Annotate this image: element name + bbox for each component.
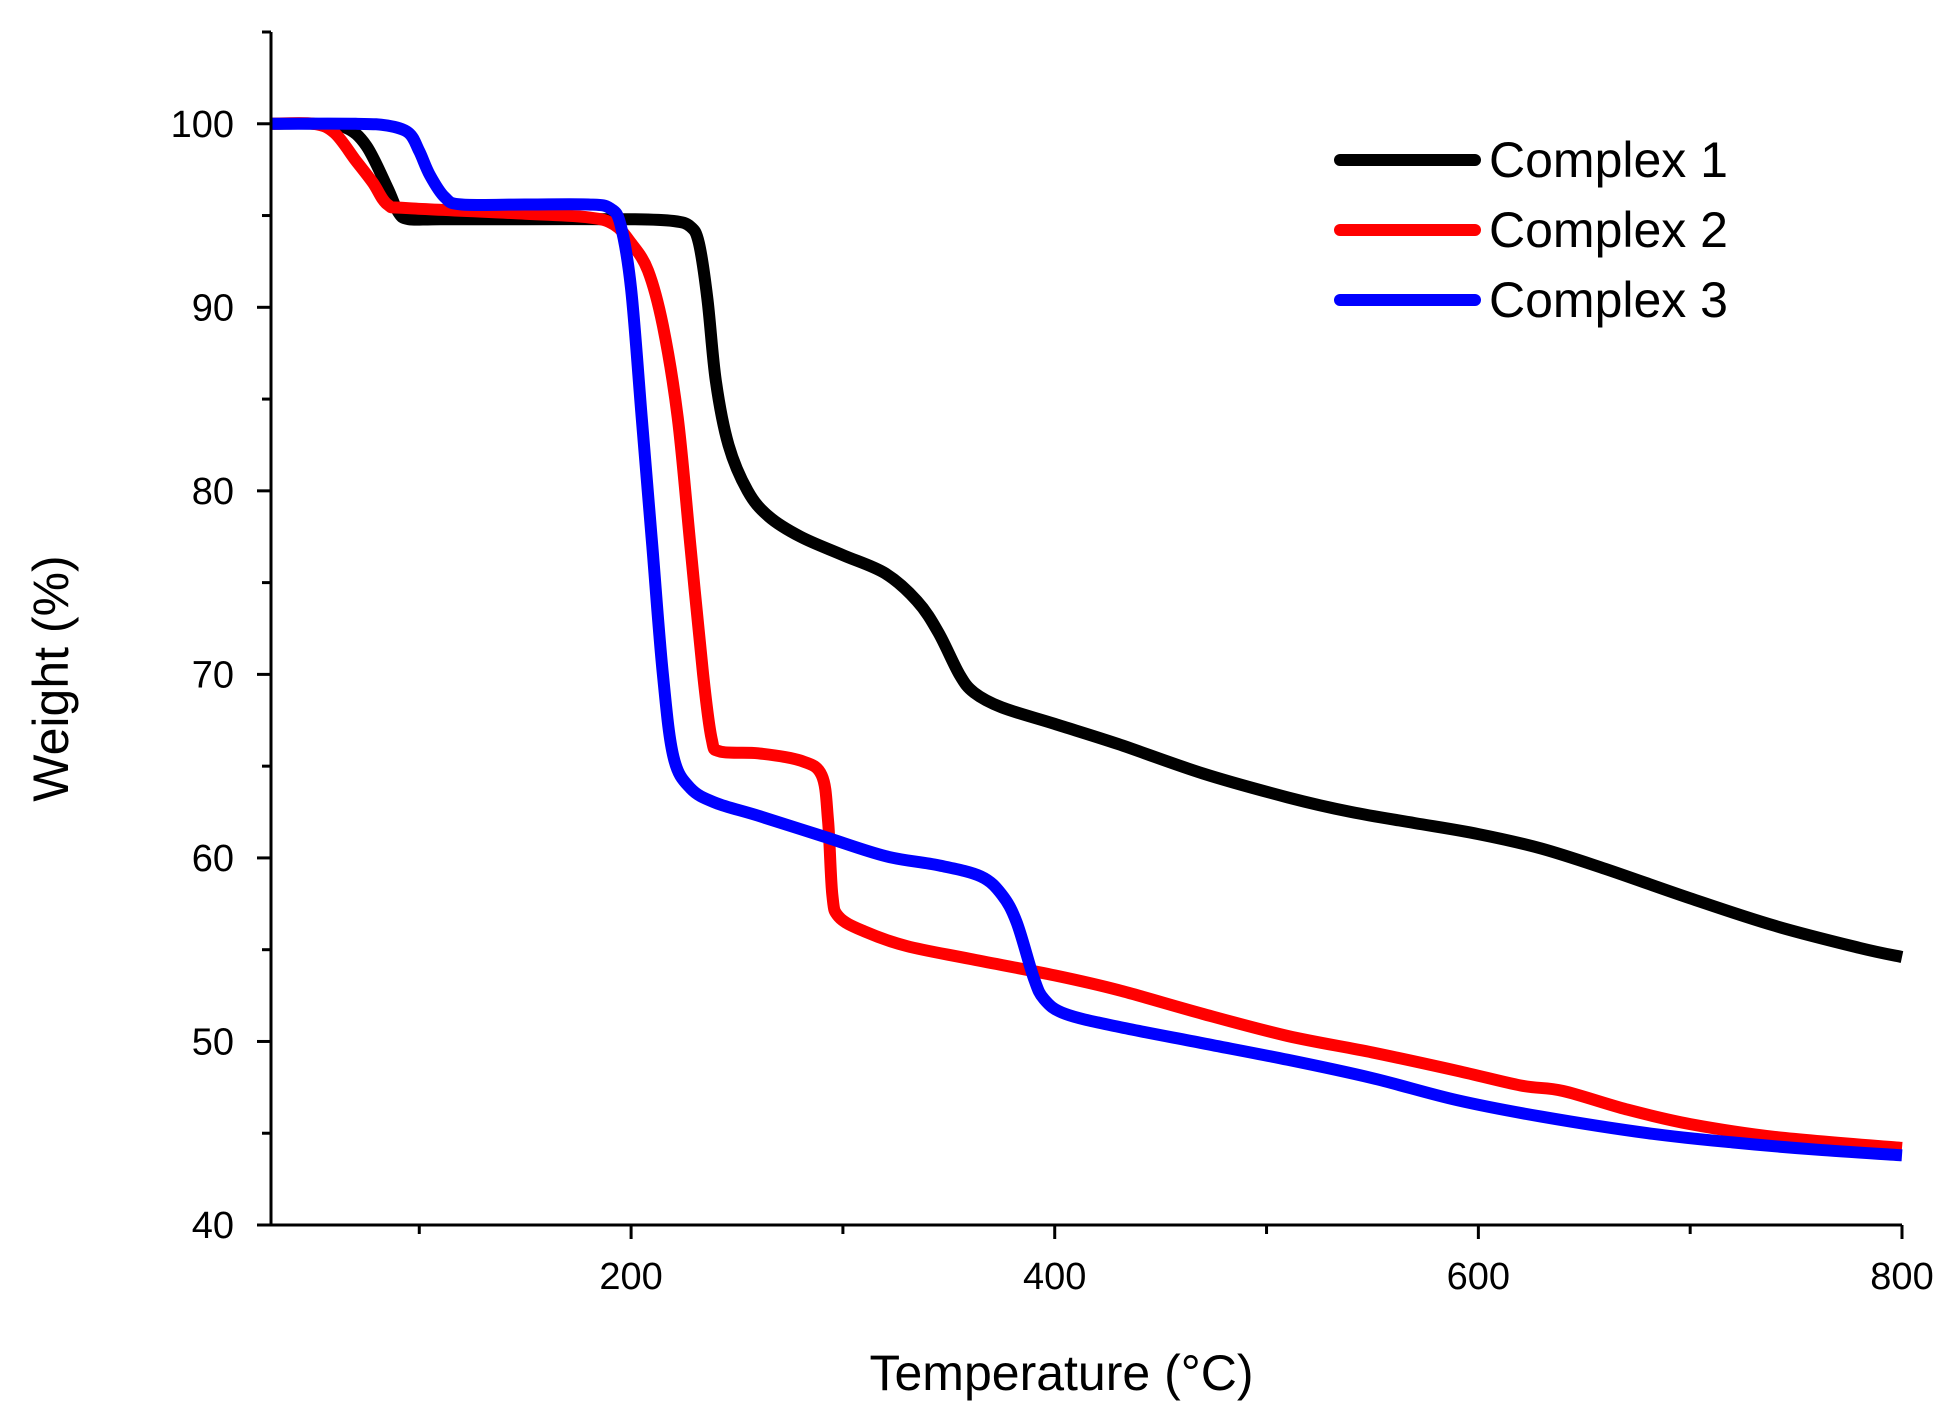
y-tick-label: 70 [192,654,234,696]
legend-label-1: Complex 1 [1489,132,1728,188]
series-line-2 [271,117,1903,1154]
x-axis-title: Temperature (°C) [870,1345,1254,1401]
series-line-1 [271,117,1904,963]
y-tick-label: 40 [192,1205,234,1247]
x-tick-label: 200 [599,1256,662,1298]
y-tick-label: 100 [171,104,234,146]
x-tick-label: 800 [1870,1256,1933,1298]
y-axis-title: Weight (%) [23,555,79,801]
plot-lines [271,117,1904,1162]
legend-label-3: Complex 3 [1489,272,1728,328]
x-ticks: 200 400 600 800 [417,1225,1934,1298]
y-tick-label: 50 [192,1021,234,1063]
axes [269,32,1902,1227]
y-tick-label: 90 [192,287,234,329]
legend-label-2: Complex 2 [1489,202,1728,258]
series-line-3 [271,117,1903,1162]
x-tick-label: 600 [1447,1256,1510,1298]
y-tick-label: 80 [192,471,234,513]
y-ticks: 40 50 60 70 80 90 100 [171,30,271,1247]
x-tick-label: 400 [1023,1256,1086,1298]
y-tick-label: 60 [192,838,234,880]
legend: Complex 1 Complex 2 Complex 3 [1334,132,1728,328]
